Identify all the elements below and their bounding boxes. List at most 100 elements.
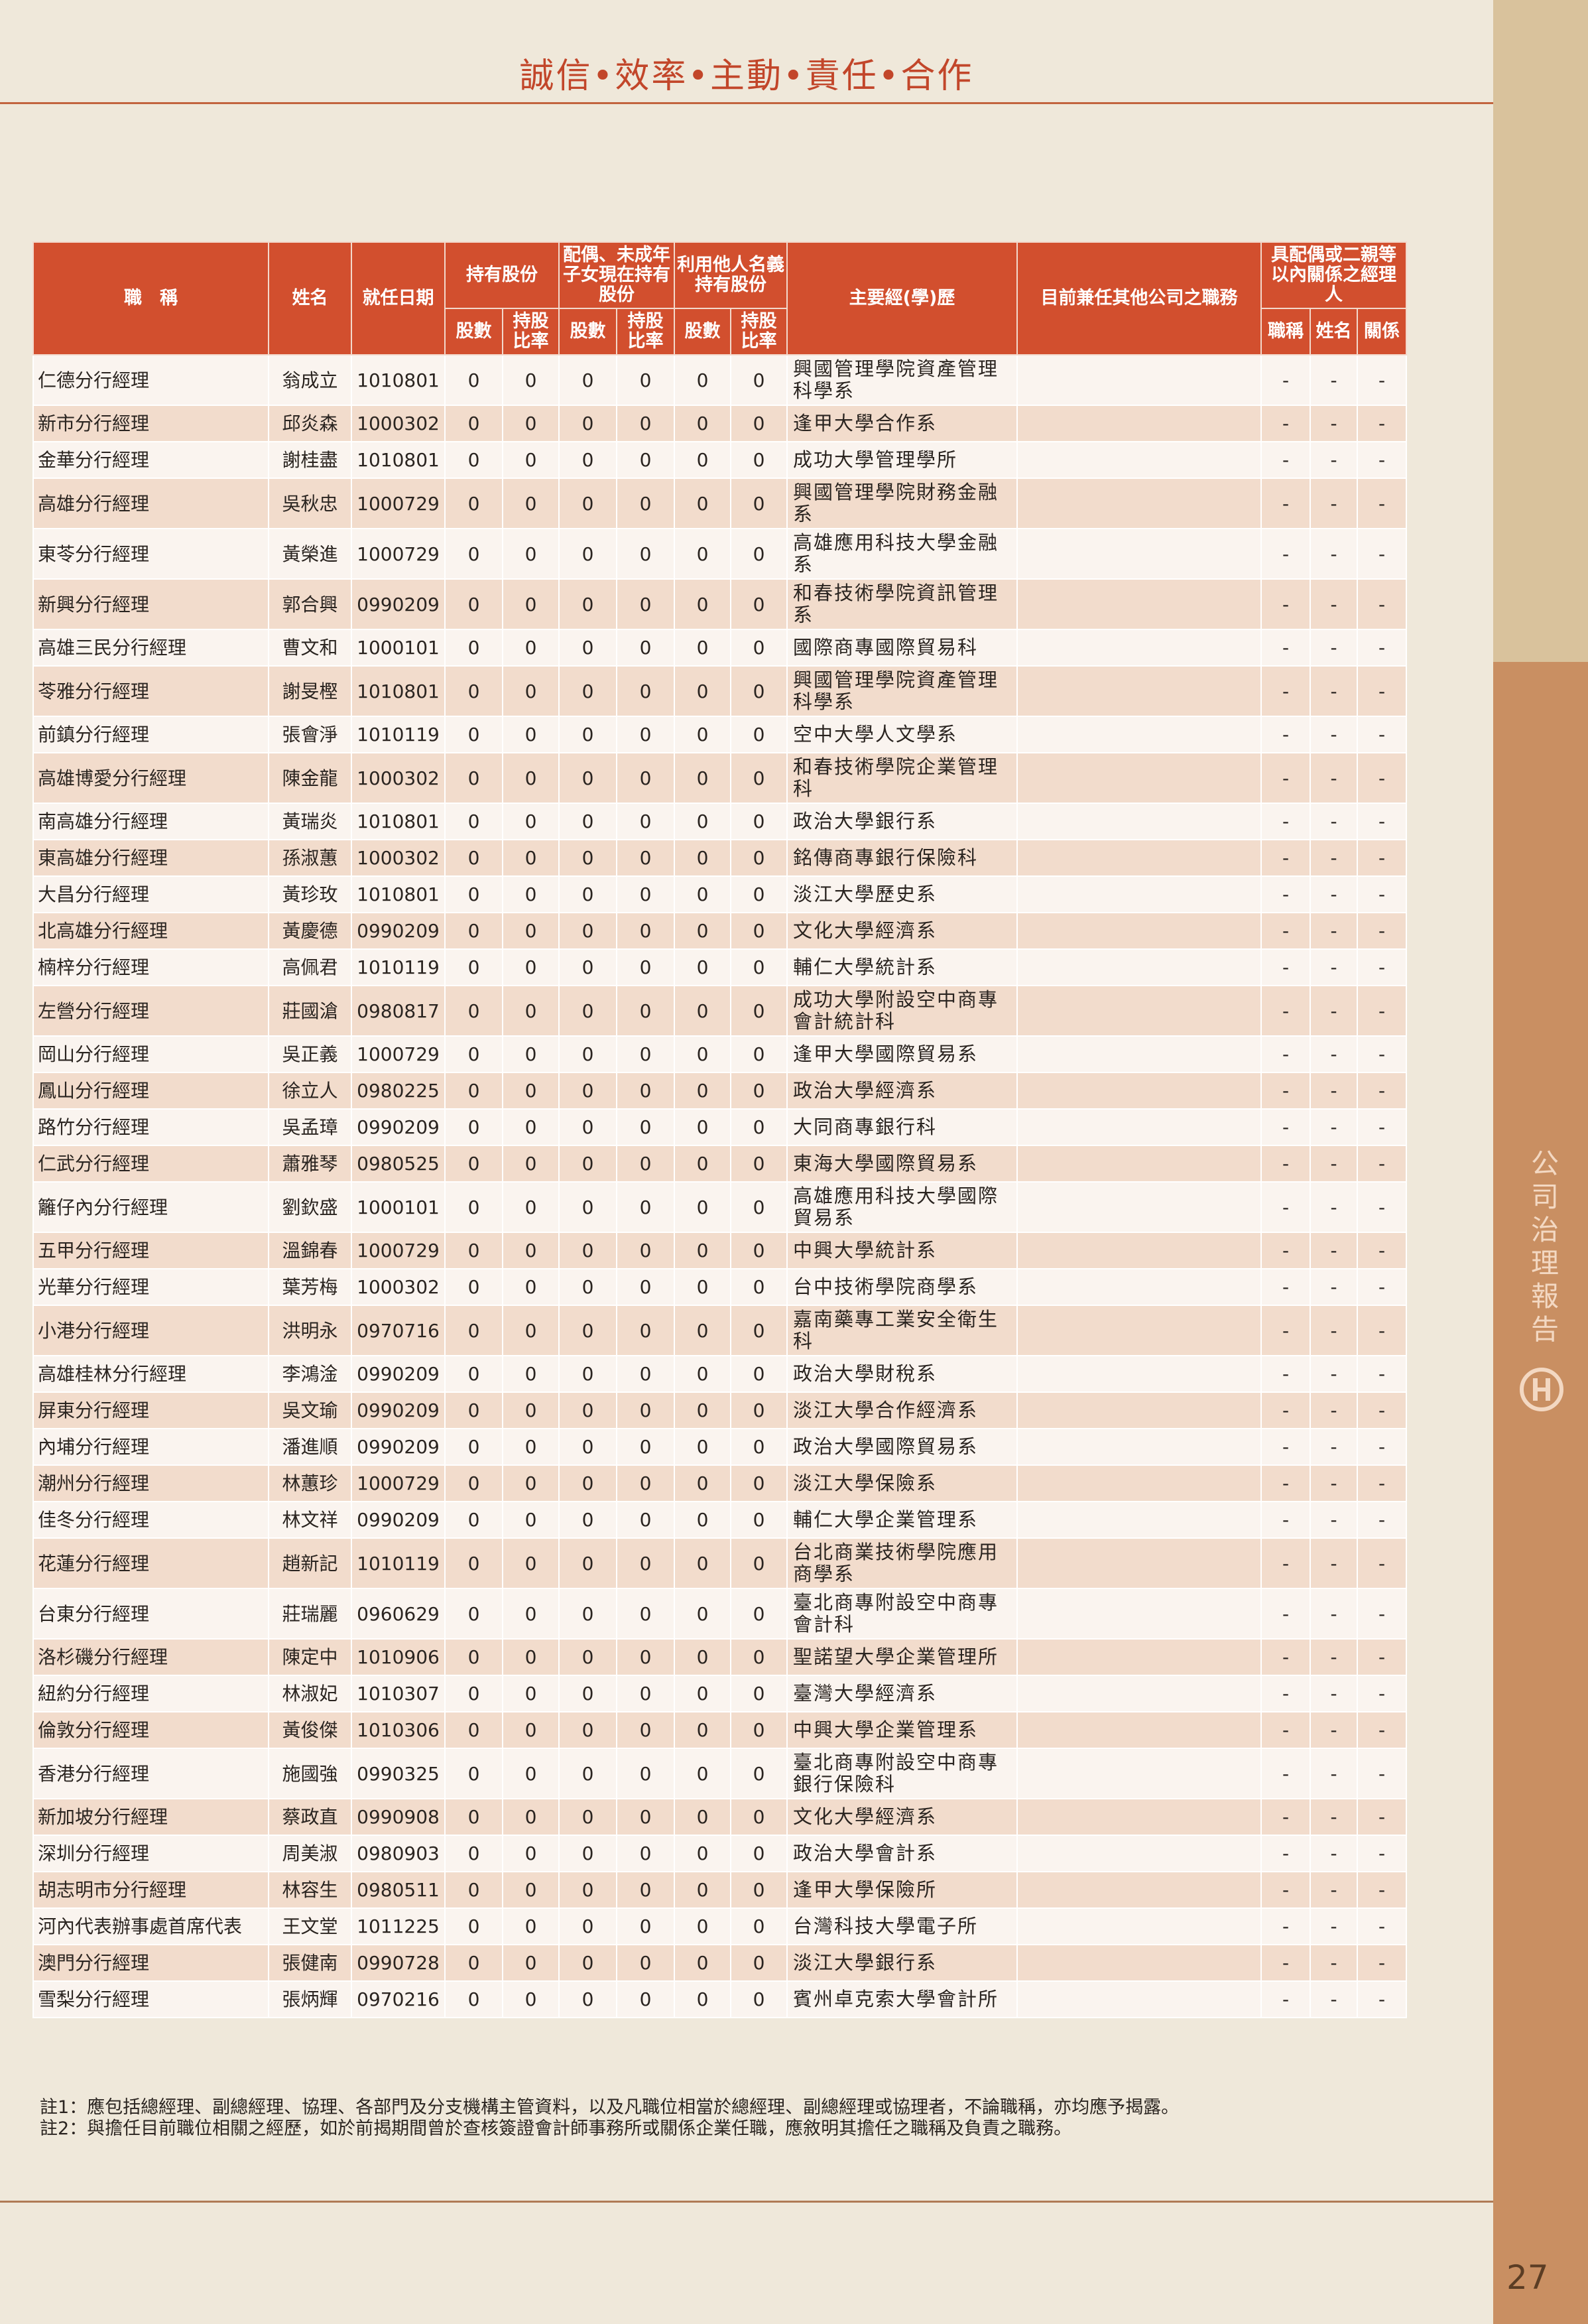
table-row: 路竹分行經理 吳孟璋 0990209 0 0 0 0 0 0 大同商專銀行科 - - -: [32, 1108, 1408, 1146]
value-cell: 0: [558, 803, 617, 840]
value-cell: -: [1310, 985, 1358, 1037]
position-cell: 河內代表辦事處首席代表: [32, 1907, 269, 1945]
empty-cell: [1016, 478, 1262, 529]
value-cell: 0: [674, 1588, 731, 1640]
value-cell: 0: [558, 1428, 617, 1466]
table-row: 前鎮分行經理 張會淨 1010119 0 0 0 0 0 0 空中大學人文學系 - - -: [32, 716, 1408, 753]
value-cell: 0: [616, 1305, 675, 1356]
value-cell: 0: [444, 1145, 503, 1183]
education-cell: 大同商專銀行科: [786, 1108, 1018, 1146]
value-cell: 0: [674, 1464, 731, 1502]
position-cell: 胡志明市分行經理: [32, 1871, 269, 1909]
notes: 註1：應包括總經理、副總經理、協理、各部門及分支機構主管資料，以及凡職位相當於總…: [40, 2097, 1179, 2140]
empty-cell: [1016, 1391, 1262, 1429]
value-cell: -: [1356, 875, 1408, 913]
value-cell: 0: [558, 441, 617, 479]
value-cell: 0: [444, 1980, 503, 2018]
value-cell: 0: [444, 1428, 503, 1466]
position-cell: 大昌分行經理: [32, 875, 269, 913]
value-cell: -: [1310, 405, 1358, 442]
value-cell: -: [1356, 1232, 1408, 1269]
value-cell: 0: [444, 985, 503, 1037]
empty-cell: [1016, 875, 1262, 913]
value-cell: -: [1310, 912, 1358, 950]
value-cell: -: [1310, 1108, 1358, 1146]
value-cell: -: [1310, 528, 1358, 580]
value-cell: 0: [674, 1181, 731, 1233]
value-cell: 0: [730, 1798, 788, 1836]
header-subcell: 關係: [1356, 308, 1408, 355]
education-cell: 成功大學管理學所: [786, 441, 1018, 479]
value-cell: 莊瑞麗: [268, 1588, 352, 1640]
value-cell: 0: [502, 716, 560, 753]
value-cell: 1010307: [351, 1675, 446, 1712]
value-cell: 0: [730, 1108, 788, 1146]
value-cell: -: [1310, 1944, 1358, 1982]
value-cell: -: [1356, 1428, 1408, 1466]
value-cell: 0: [502, 1638, 560, 1676]
value-cell: 0: [674, 1748, 731, 1799]
value-cell: 1010119: [351, 1537, 446, 1589]
note: 註2：與擔任目前職位相關之經歷，如於前揭期間曾於查核簽證會計師事務所或關係企業任…: [40, 2118, 1072, 2139]
header-cell: 配偶、未成年子女現在持有股份: [558, 241, 675, 309]
value-cell: 1011225: [351, 1907, 446, 1945]
position-cell: 洛杉磯分行經理: [32, 1638, 269, 1676]
value-cell: 0: [444, 752, 503, 804]
education-cell: 嘉南藥專工業安全衛生科: [786, 1305, 1018, 1356]
value-cell: -: [1260, 985, 1311, 1037]
value-cell: 0: [730, 1748, 788, 1799]
value-cell: 0: [444, 1675, 503, 1712]
value-cell: 林蕙珍: [268, 1464, 352, 1502]
value-cell: 0: [616, 1428, 675, 1466]
position-cell: 香港分行經理: [32, 1748, 269, 1799]
value-cell: 0: [444, 1072, 503, 1110]
table-row: 新加坡分行經理 蔡政直 0990908 0 0 0 0 0 0 文化大學經濟系 - - -: [32, 1798, 1408, 1836]
table-row: 東苓分行經理 黃榮進 1000729 0 0 0 0 0 0 高雄應用科技大學金融系 - - -: [32, 528, 1408, 580]
header-subcell: 持股比率: [502, 308, 560, 355]
table-row: 內埔分行經理 潘進順 0990209 0 0 0 0 0 0 政治大學國際貿易系 - - -: [32, 1428, 1408, 1466]
value-cell: 0: [730, 716, 788, 753]
value-cell: 0980225: [351, 1072, 446, 1110]
value-cell: -: [1310, 1072, 1358, 1110]
empty-cell: [1016, 985, 1262, 1037]
value-cell: 0: [616, 875, 675, 913]
position-cell: 新加坡分行經理: [32, 1798, 269, 1836]
value-cell: 0: [616, 405, 675, 442]
position-cell: 深圳分行經理: [32, 1835, 269, 1872]
value-cell: -: [1260, 1035, 1311, 1073]
table-row: 佳冬分行經理 林文祥 0990209 0 0 0 0 0 0 輔仁大學企業管理系 - - -: [32, 1501, 1408, 1539]
value-cell: 0: [616, 528, 675, 580]
value-cell: 施國強: [268, 1748, 352, 1799]
value-cell: 0: [444, 948, 503, 986]
value-cell: 1000302: [351, 839, 446, 877]
value-cell: 0: [502, 441, 560, 479]
value-cell: 0: [558, 1035, 617, 1073]
value-cell: 0: [674, 1871, 731, 1909]
table-row: 新興分行經理 郭合興 0990209 0 0 0 0 0 0 和春技術學院資訊管理系 - - -: [32, 578, 1408, 630]
position-cell: 小港分行經理: [32, 1305, 269, 1356]
value-cell: 0: [674, 1035, 731, 1073]
table-row: 北高雄分行經理 黃慶德 0990209 0 0 0 0 0 0 文化大學經濟系 - - -: [32, 912, 1408, 950]
value-cell: -: [1356, 1798, 1408, 1836]
value-cell: 0: [444, 1501, 503, 1539]
value-cell: 0: [616, 478, 675, 529]
header-subcell: 持股比率: [730, 308, 788, 355]
value-cell: 張炳輝: [268, 1980, 352, 2018]
value-cell: 蕭雅琴: [268, 1145, 352, 1183]
education-cell: 中興大學企業管理系: [786, 1711, 1018, 1749]
value-cell: 0: [558, 665, 617, 717]
header-cell: 利用他人名義持有股份: [674, 241, 788, 309]
value-cell: 0: [674, 1232, 731, 1269]
value-cell: 0: [674, 665, 731, 717]
value-cell: 0: [616, 839, 675, 877]
education-cell: 政治大學會計系: [786, 1835, 1018, 1872]
value-cell: 0: [674, 1980, 731, 2018]
value-cell: -: [1310, 1980, 1358, 2018]
table-row: 楠梓分行經理 高佩君 1010119 0 0 0 0 0 0 輔仁大學統計系 - - -: [32, 948, 1408, 986]
value-cell: -: [1356, 478, 1408, 529]
value-cell: 0: [558, 405, 617, 442]
education-cell: 高雄應用科技大學金融系: [786, 528, 1018, 580]
empty-cell: [1016, 1588, 1262, 1640]
value-cell: -: [1356, 1638, 1408, 1676]
value-cell: 0: [558, 1835, 617, 1872]
